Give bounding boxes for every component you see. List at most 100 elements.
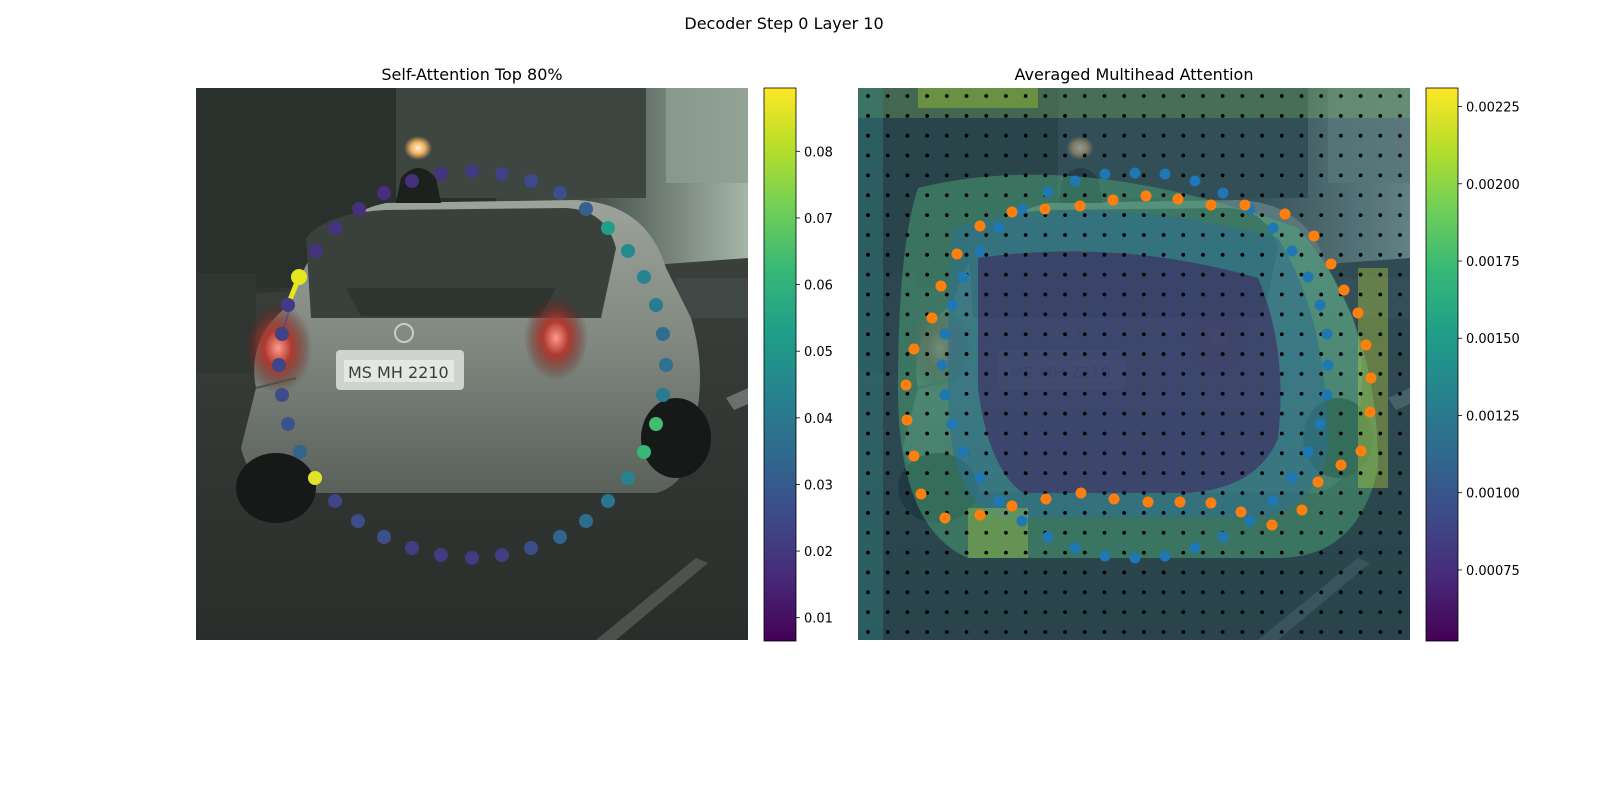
blue-series-point <box>974 245 986 257</box>
grid-reference-dot <box>1398 173 1402 178</box>
grid-reference-dot <box>1102 113 1107 118</box>
grid-reference-dot <box>905 332 910 337</box>
grid-reference-dot <box>925 173 930 178</box>
grid-reference-dot <box>1141 630 1146 634</box>
grid-reference-dot <box>1082 590 1087 595</box>
grid-reference-dot <box>905 292 910 297</box>
grid-reference-dot <box>1082 372 1087 376</box>
grid-reference-dot <box>1260 372 1264 376</box>
grid-reference-dot <box>1063 292 1067 297</box>
grid-reference-dot <box>866 352 870 356</box>
grid-reference-dot <box>1260 213 1264 218</box>
attention-point <box>649 298 663 312</box>
orange-series-point <box>926 312 938 324</box>
grid-reference-dot <box>1082 272 1087 277</box>
grid-reference-dot <box>1319 372 1324 376</box>
grid-reference-dot <box>885 213 890 218</box>
grid-reference-dot <box>964 372 969 376</box>
grid-reference-dot <box>1299 451 1304 456</box>
grid-reference-dot <box>1102 411 1107 416</box>
grid-reference-dot <box>1201 530 1205 535</box>
grid-reference-dot <box>905 233 910 237</box>
grid-reference-dot <box>1279 570 1284 575</box>
grid-reference-dot <box>964 292 969 297</box>
grid-reference-dot <box>1299 610 1304 615</box>
grid-reference-dot <box>944 372 949 376</box>
grid-reference-dot <box>1398 233 1402 237</box>
attention-point <box>579 514 593 528</box>
grid-reference-dot <box>1260 550 1264 555</box>
grid-reference-dot <box>1358 193 1363 198</box>
grid-reference-dot <box>905 193 910 198</box>
grid-reference-dot <box>1398 471 1402 476</box>
grid-reference-dot <box>1122 550 1127 555</box>
grid-reference-dot <box>1063 610 1067 615</box>
grid-reference-dot <box>1122 411 1127 416</box>
blue-series-point <box>1302 271 1314 283</box>
grid-reference-dot <box>1358 94 1363 98</box>
grid-reference-dot <box>964 213 969 218</box>
grid-reference-dot <box>1102 312 1107 317</box>
grid-reference-dot <box>1102 272 1107 277</box>
grid-reference-dot <box>1299 233 1304 237</box>
grid-reference-dot <box>1279 530 1284 535</box>
orange-series-point <box>900 379 912 391</box>
grid-reference-dot <box>925 113 930 118</box>
attention-point <box>601 221 615 235</box>
grid-reference-dot <box>905 213 910 218</box>
attention-point <box>377 186 391 200</box>
grid-reference-dot <box>1260 94 1264 98</box>
grid-reference-dot <box>1279 312 1284 317</box>
orange-series-point <box>1107 194 1119 206</box>
grid-reference-dot <box>1141 252 1146 257</box>
orange-series-point <box>1335 459 1347 471</box>
grid-reference-dot <box>885 471 890 476</box>
grid-reference-dot <box>1082 332 1087 337</box>
grid-reference-dot <box>1398 193 1402 198</box>
grid-reference-dot <box>1161 94 1166 98</box>
grid-reference-dot <box>1398 352 1402 356</box>
grid-reference-dot <box>1378 451 1383 456</box>
grid-reference-dot <box>866 94 870 98</box>
grid-reference-dot <box>925 213 930 218</box>
grid-reference-dot <box>1181 471 1186 476</box>
grid-reference-dot <box>1102 391 1107 396</box>
grid-reference-dot <box>1260 471 1264 476</box>
grid-reference-dot <box>1023 550 1028 555</box>
grid-reference-dot <box>944 471 949 476</box>
blue-series-point <box>1159 550 1171 562</box>
grid-reference-dot <box>1023 590 1028 595</box>
grid-reference-dot <box>944 530 949 535</box>
grid-reference-dot <box>1398 411 1402 416</box>
attention-point <box>553 186 567 200</box>
grid-reference-dot <box>1102 213 1107 218</box>
grid-reference-dot <box>944 411 949 416</box>
grid-reference-dot <box>944 491 949 495</box>
grid-reference-dot <box>1240 550 1245 555</box>
grid-reference-dot <box>1201 113 1205 118</box>
grid-reference-dot <box>964 530 969 535</box>
grid-reference-dot <box>866 113 870 118</box>
grid-reference-dot <box>1181 491 1186 495</box>
grid-reference-dot <box>1338 372 1343 376</box>
grid-reference-dot <box>1299 312 1304 317</box>
attention-point <box>293 445 307 459</box>
grid-reference-dot <box>1279 610 1284 615</box>
grid-reference-dot <box>964 352 969 356</box>
grid-reference-dot <box>1181 610 1186 615</box>
grid-reference-dot <box>1023 173 1028 178</box>
grid-reference-dot <box>925 610 930 615</box>
attention-point <box>308 471 322 485</box>
grid-reference-dot <box>944 570 949 575</box>
grid-reference-dot <box>1063 570 1067 575</box>
grid-reference-dot <box>984 133 989 138</box>
grid-reference-dot <box>1023 113 1028 118</box>
grid-reference-dot <box>1004 352 1008 356</box>
grid-reference-dot <box>1378 193 1383 198</box>
grid-reference-dot <box>1358 391 1363 396</box>
grid-reference-dot <box>1023 570 1028 575</box>
grid-reference-dot <box>1141 610 1146 615</box>
grid-reference-dot <box>885 431 890 436</box>
grid-reference-dot <box>1398 252 1402 257</box>
grid-reference-dot <box>1279 510 1284 515</box>
